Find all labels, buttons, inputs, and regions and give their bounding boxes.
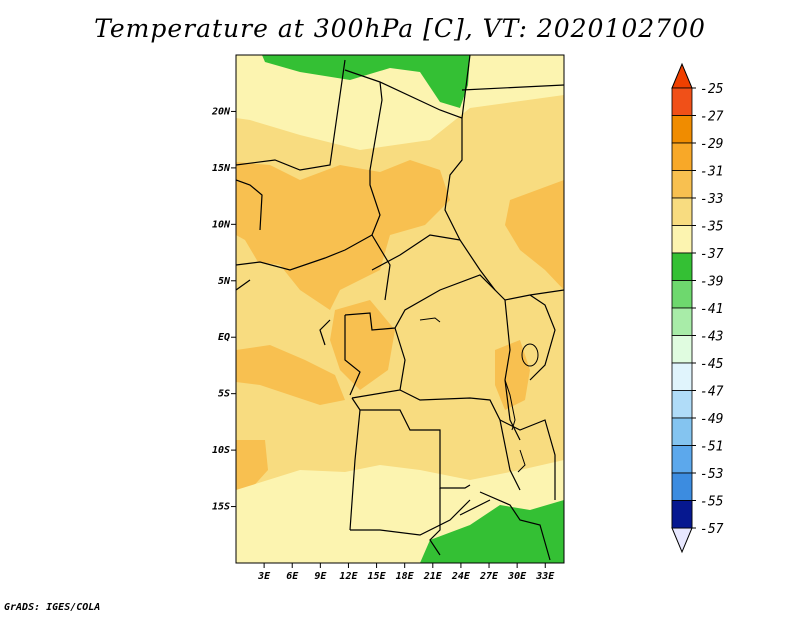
- colorbar-segment: [671, 115, 693, 144]
- colorbar-top-arrow: [671, 62, 693, 89]
- y-tick-label: 15N: [212, 163, 231, 174]
- field-band-31-lakes: [495, 340, 530, 410]
- colorbar-segment: [671, 390, 693, 419]
- y-tick-label: 20N: [211, 106, 231, 117]
- colorbar-label: -55: [700, 495, 724, 510]
- field-band-37-north: [262, 55, 470, 108]
- x-tick-label: 12E: [339, 571, 358, 582]
- map-frame: [235, 54, 565, 564]
- colorbar-segment: [671, 335, 693, 364]
- field-band-31-congo: [330, 300, 395, 390]
- y-tick-label: 10N: [212, 219, 231, 230]
- colorbar-label: -57: [700, 522, 724, 537]
- x-tick-label: 18E: [396, 571, 415, 582]
- colorbar-label: -25: [700, 82, 724, 97]
- colorbar-segment: [671, 500, 693, 529]
- field-band-31-west: [236, 160, 450, 310]
- colorbar-segment: [671, 307, 693, 336]
- y-axis: 20N 15N 10N 5N EQ 5S 10S 15S: [211, 106, 236, 513]
- y-tick-label: 5N: [218, 276, 231, 287]
- x-tick-label: 9E: [314, 571, 327, 582]
- colorbar-label: -37: [700, 247, 724, 262]
- colorbar-bottom-arrow: [671, 527, 693, 554]
- lake-outlines: [419, 317, 539, 473]
- colorbar-segment: [671, 445, 693, 474]
- colorbar-label: -53: [700, 467, 723, 482]
- colorbar-segment: [671, 280, 693, 309]
- colorbar-label: -29: [700, 137, 723, 152]
- colorbar-label: -31: [700, 165, 723, 180]
- y-tick-label: 15S: [212, 502, 230, 513]
- colorbar-segment: [671, 142, 693, 171]
- colorbar-label: -49: [700, 412, 723, 427]
- colorbar-label: -43: [700, 330, 723, 345]
- y-tick-label: EQ: [218, 332, 230, 343]
- x-tick-label: 15E: [368, 571, 387, 582]
- y-tick-label: 5S: [218, 389, 230, 400]
- colorbar-label: -39: [700, 275, 723, 290]
- grads-credit: GrADS: IGES/COLA: [4, 602, 101, 613]
- temperature-field: [236, 55, 564, 563]
- colorbar-label: -35: [700, 220, 724, 235]
- field-band-37-south: [420, 500, 564, 563]
- y-tick-label: 10S: [212, 445, 230, 456]
- colorbar: -25 -27 -29 -31 -33 -35 -37 -39 -41 -43 -45 -47 -49 -…: [671, 62, 724, 554]
- field-band-31-gabon: [236, 345, 345, 405]
- colorbar-label: -51: [700, 440, 723, 455]
- colorbar-segment: [671, 87, 693, 116]
- colorbar-label: -33: [700, 192, 723, 207]
- x-axis: 3E 6E 9E 12E 15E 18E 21E 24E 27E 30E 33E: [257, 563, 555, 582]
- x-tick-label: 24E: [451, 571, 471, 582]
- colorbar-label: -27: [700, 110, 724, 125]
- field-band-31-south: [236, 440, 268, 490]
- x-tick-label: 30E: [507, 571, 527, 582]
- x-tick-label: 3E: [257, 571, 271, 582]
- colorbar-label: -41: [700, 302, 723, 317]
- colorbar-segment: [671, 417, 693, 446]
- colorbar-segment: [671, 170, 693, 199]
- x-tick-label: 6E: [286, 571, 299, 582]
- colorbar-segment: [671, 362, 693, 391]
- field-band-35-north: [236, 55, 564, 150]
- colorbar-label: -45: [700, 357, 724, 372]
- map-title: Temperature at 300hPa [C], VT: 202010270…: [94, 14, 706, 43]
- colorbar-segment: [671, 225, 693, 254]
- x-tick-label: 33E: [535, 571, 555, 582]
- x-tick-label: 21E: [423, 571, 443, 582]
- colorbar-segment: [671, 197, 693, 226]
- colorbar-label: -47: [700, 385, 724, 400]
- colorbar-segment: [671, 472, 693, 501]
- x-tick-label: 27E: [479, 571, 499, 582]
- colorbar-segment: [671, 252, 693, 281]
- field-band-31-east: [505, 180, 564, 290]
